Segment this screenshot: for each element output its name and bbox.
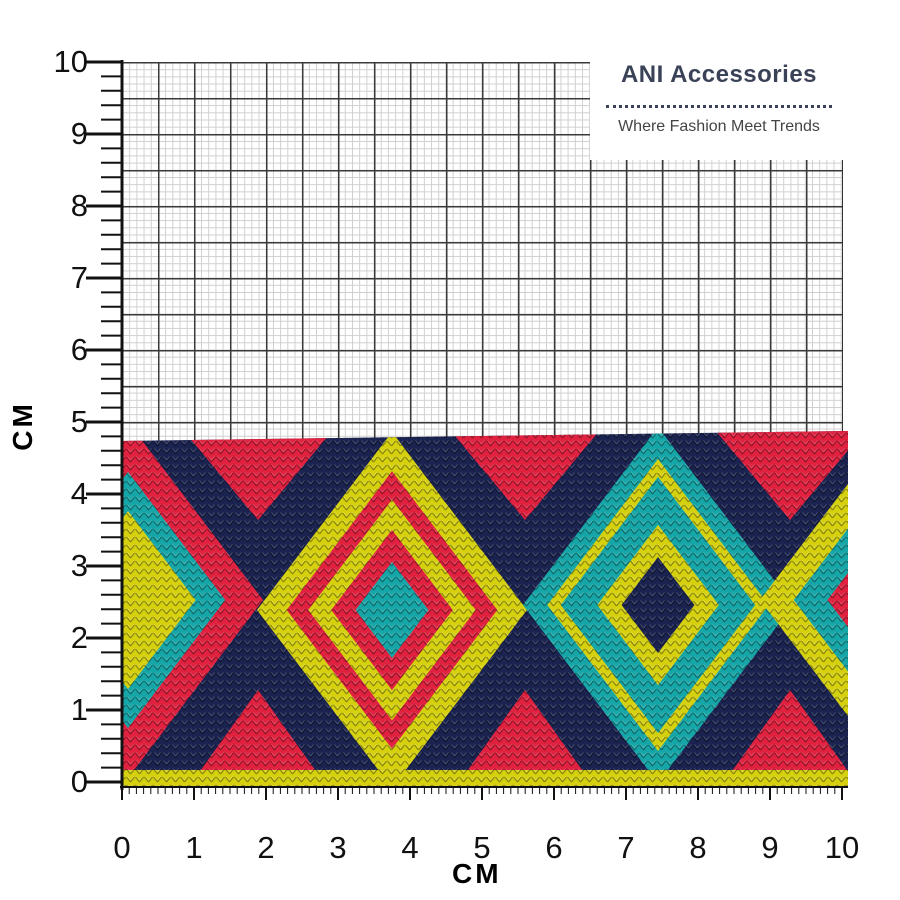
- x-tick-label: 5: [473, 830, 491, 865]
- x-tick-label: 3: [329, 830, 347, 865]
- x-tick-label: 1: [185, 830, 203, 865]
- y-tick-label: 3: [70, 548, 88, 583]
- y-tick-label: 4: [70, 476, 88, 511]
- y-tick-label: 0: [70, 764, 88, 799]
- y-tick-label: 7: [70, 260, 88, 295]
- logo-title: ANI Accessories: [620, 61, 818, 88]
- x-tick-label: 0: [113, 830, 131, 865]
- y-tick-label: 9: [70, 116, 88, 151]
- x-axis-unit: CM: [452, 858, 502, 889]
- knit-texture: [122, 431, 848, 788]
- logo-tagline: Where Fashion Meet Trends: [618, 118, 820, 135]
- x-tick-label: 7: [617, 830, 635, 865]
- x-tick-label: 8: [689, 830, 707, 865]
- x-tick-label: 6: [545, 830, 563, 865]
- y-tick-label: 6: [70, 332, 88, 367]
- y-tick-label: 8: [70, 188, 88, 223]
- y-tick-label: 10: [53, 44, 88, 79]
- logo-dotted-divider: [606, 97, 832, 108]
- y-tick-label: 1: [70, 692, 88, 727]
- x-tick-label: 10: [824, 830, 860, 865]
- x-tick-label: 4: [401, 830, 419, 865]
- x-tick-label: 2: [257, 830, 275, 865]
- y-axis-unit: CM: [6, 401, 38, 451]
- y-tick-label: 5: [70, 404, 88, 439]
- y-tick-label: 2: [70, 620, 88, 655]
- x-tick-label: 9: [761, 830, 779, 865]
- brand-logo: ANI Accessories Where Fashion Meet Trend…: [590, 50, 848, 160]
